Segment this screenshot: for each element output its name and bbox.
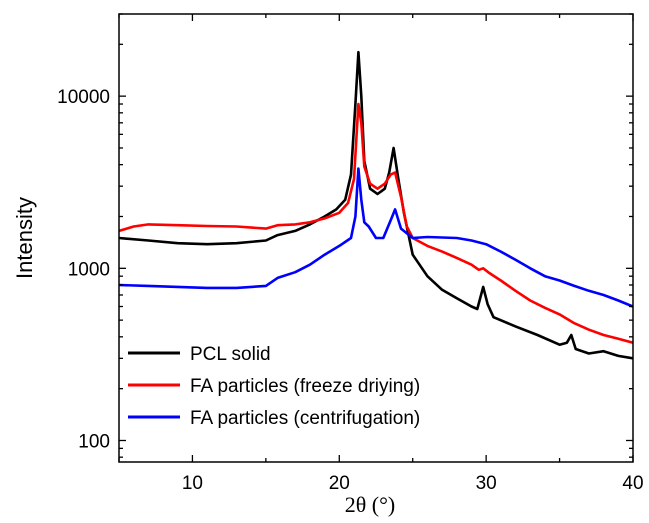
y-axis-title: Intensity [12, 197, 37, 279]
legend-label-2: FA particles (freeze driying) [190, 376, 420, 397]
series-layer [119, 50, 633, 360]
x-tick-label: 20 [329, 473, 350, 494]
y-tick-label: 10000 [57, 87, 110, 108]
series-line-2 [119, 102, 633, 344]
series-line-1 [119, 50, 633, 360]
y-axis: 100 1000 10000 [57, 13, 633, 458]
series-line-3 [119, 167, 633, 308]
x-axis: 10 20 30 40 [118, 14, 644, 494]
x-axis-title: 2θ (°) [345, 492, 396, 517]
x-tick-label: 10 [182, 473, 203, 494]
y-tick-label: 1000 [68, 259, 110, 280]
legend: PCL solid FA particles (freeze driying) FA… [128, 344, 420, 429]
plot-frame [118, 13, 634, 463]
legend-label-3: FA particles (centrifugation) [190, 408, 420, 429]
x-tick-label: 40 [622, 473, 643, 494]
x-tick-label: 30 [476, 473, 497, 494]
y-tick-label: 100 [78, 431, 110, 452]
legend-label-1: PCL solid [190, 344, 271, 365]
